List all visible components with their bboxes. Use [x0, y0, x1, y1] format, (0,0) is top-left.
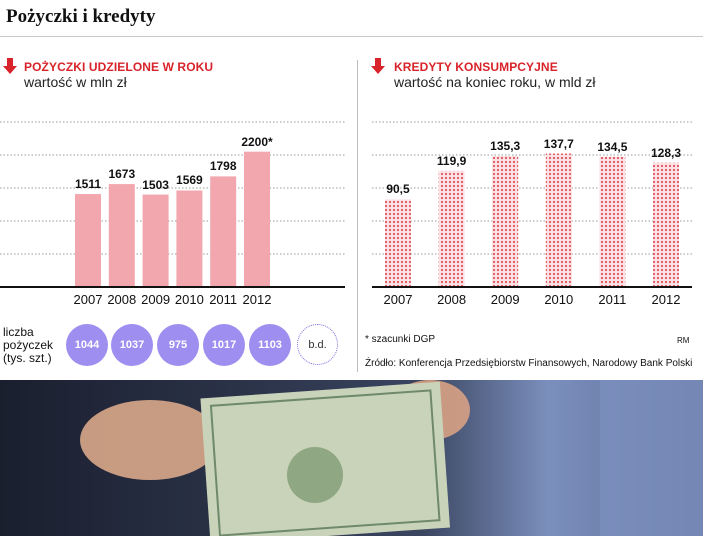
value-label-2010: 137,7 — [543, 136, 574, 151]
bar-2012 — [244, 151, 270, 287]
tick-label-2009: 2009 — [141, 292, 171, 307]
loans-count-label: liczba pożyczek (tys. szt.) — [3, 326, 53, 365]
value-label-2011: 134,5 — [597, 139, 628, 154]
loans-count-bubble: 975 — [157, 324, 199, 366]
value-label-2009: 135,3 — [490, 138, 521, 153]
source-note: Źródło: Konferencja Przedsiębiorstw Fina… — [365, 358, 693, 369]
tick-label-2011: 2011 — [209, 292, 238, 307]
bar-2009 — [142, 194, 169, 287]
loans-label-line3: (tys. szt.) — [3, 351, 52, 365]
chart2-bars — [372, 121, 692, 288]
bar-2009 — [492, 155, 519, 287]
value-label-2012: 128,3 — [650, 145, 682, 160]
value-label-2012: 2200* — [241, 134, 273, 149]
tick-label-2008: 2008 — [437, 292, 467, 307]
value-label-2007: 90,5 — [386, 182, 410, 197]
loans-count-bubble: 1103 — [249, 324, 291, 366]
tick-label-2007: 2007 — [383, 292, 413, 307]
tick-label-2011: 2011 — [598, 292, 627, 307]
down-arrow-icon — [371, 58, 385, 74]
value-label-2011: 1798 — [209, 159, 237, 174]
bar-2011 — [599, 156, 626, 287]
value-label-2007: 1511 — [74, 177, 102, 192]
tick-label-2010: 2010 — [174, 292, 204, 307]
footnote: * szacunki DGP — [365, 334, 436, 345]
bar-2011 — [210, 176, 237, 287]
bar-2008 — [108, 184, 135, 287]
loans-count-bubble: b.d. — [297, 324, 338, 365]
money-hand-photo — [0, 380, 703, 536]
chart1-bars — [0, 121, 345, 288]
bar-2007 — [75, 194, 101, 287]
bar-2010 — [176, 190, 203, 287]
tick-label-2012: 2012 — [242, 292, 272, 307]
tick-label-2010: 2010 — [544, 292, 574, 307]
tick-label-2012: 2012 — [651, 292, 681, 307]
bar-2008 — [438, 170, 465, 287]
title-divider — [0, 36, 703, 37]
loans-count-bubble: 1044 — [66, 324, 108, 366]
down-arrow-icon — [3, 58, 17, 74]
loans-count-bubble: 1017 — [203, 324, 245, 366]
tick-label-2008: 2008 — [107, 292, 137, 307]
chart1-subtitle: wartość w mln zł — [24, 74, 127, 90]
tick-label-2009: 2009 — [490, 292, 520, 307]
chart2-subtitle: wartość na koniec roku, w mld zł — [394, 74, 596, 90]
value-label-2010: 1569 — [176, 173, 203, 188]
tick-label-2007: 2007 — [73, 292, 103, 307]
bar-2010 — [545, 153, 572, 287]
loans-label-line1: liczba — [3, 325, 34, 339]
value-label-2008: 119,9 — [436, 153, 467, 168]
loans-label-line2: pożyczek — [3, 338, 54, 352]
author-initials: RM — [677, 336, 690, 345]
bar-2012 — [653, 162, 679, 287]
charts-canvas — [0, 121, 692, 288]
panel-divider — [357, 60, 358, 372]
value-label-2009: 1503 — [142, 177, 169, 192]
chart1-title: POŻYCZKI UDZIELONE W ROKU — [24, 60, 214, 74]
chart2-title: KREDYTY KONSUMPCYJNE — [394, 60, 558, 74]
loans-count-bubble: 1037 — [111, 324, 153, 366]
photo-illustration — [80, 380, 703, 536]
value-label-2008: 1673 — [108, 167, 136, 182]
page-title: Pożyczki i kredyty — [6, 6, 156, 27]
bar-2007 — [385, 199, 411, 287]
